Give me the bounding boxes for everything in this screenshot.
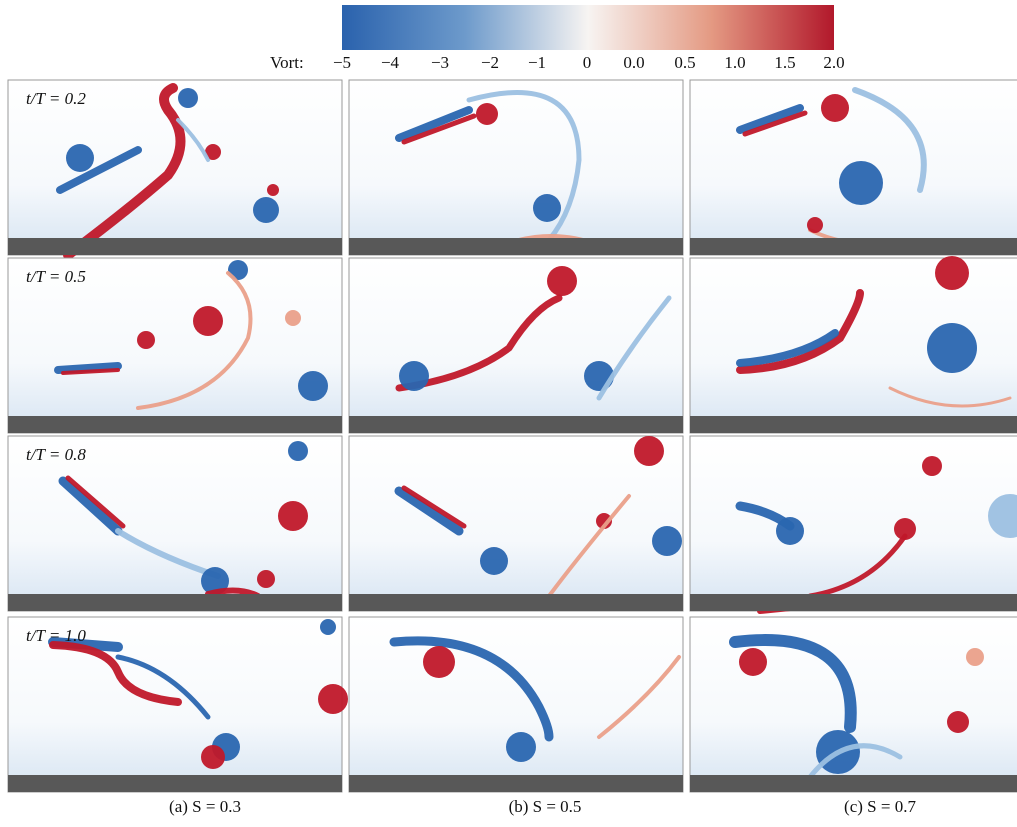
ground [349, 238, 683, 255]
colorbar-tick-label: 1.5 [774, 53, 795, 72]
vortex [257, 570, 275, 588]
vortex [137, 331, 155, 349]
colorbar-tick-label: −3 [431, 53, 449, 72]
vortex [267, 184, 279, 196]
colorbar-tick-label: 0 [583, 53, 592, 72]
row-label: t/T = 0.8 [26, 445, 86, 464]
colorbar-tick-label: 0.5 [674, 53, 695, 72]
column-caption: (a) S = 0.3 [169, 797, 241, 816]
panel: t/T = 0.8 [8, 436, 342, 611]
vortex [423, 646, 455, 678]
vortex [320, 619, 336, 635]
vortex [476, 103, 498, 125]
panel [690, 436, 1017, 611]
colorbar [342, 5, 834, 50]
panel-background [349, 80, 683, 255]
vortex [739, 648, 767, 676]
colorbar-tick-label: −2 [481, 53, 499, 72]
row-label: t/T = 0.2 [26, 89, 86, 108]
vortex [278, 501, 308, 531]
ground [349, 416, 683, 433]
ground [690, 775, 1017, 792]
vortex [66, 144, 94, 172]
vortex [298, 371, 328, 401]
vortex [947, 711, 969, 733]
vortex [547, 266, 577, 296]
vortex [935, 256, 969, 290]
ground [8, 775, 342, 792]
vortex [201, 745, 225, 769]
vortex [584, 361, 614, 391]
vortex [178, 88, 198, 108]
colorbar-tick-label: −5 [333, 53, 351, 72]
ground [8, 416, 342, 433]
panel: t/T = 0.5 [8, 258, 342, 433]
vortex [533, 194, 561, 222]
ground [690, 238, 1017, 255]
colorbar-tick-label: −1 [528, 53, 546, 72]
vortex [807, 217, 823, 233]
vortex [288, 441, 308, 461]
vortex [634, 436, 664, 466]
vortex [253, 197, 279, 223]
panel [690, 256, 1017, 433]
colorbar-tick-label: 1.0 [724, 53, 745, 72]
column-caption: (c) S = 0.7 [844, 797, 916, 816]
colorbar-tick-label: 0.0 [623, 53, 644, 72]
vortex [927, 323, 977, 373]
vortex [922, 456, 942, 476]
panel [690, 80, 1017, 255]
row-label: t/T = 1.0 [26, 626, 86, 645]
column-caption: (b) S = 0.5 [509, 797, 582, 816]
vortex [839, 161, 883, 205]
ground [690, 594, 1017, 611]
panel: t/T = 0.2 [8, 80, 342, 255]
panel [349, 258, 683, 433]
row-label: t/T = 0.5 [26, 267, 86, 286]
vortex [193, 306, 223, 336]
colorbar-label: Vort: [270, 53, 304, 72]
vortex [776, 517, 804, 545]
vortex [318, 684, 348, 714]
ground [690, 416, 1017, 433]
vortex [480, 547, 508, 575]
colorbar-tick-label: 2.0 [823, 53, 844, 72]
ground [349, 775, 683, 792]
vortex [821, 94, 849, 122]
ground [349, 594, 683, 611]
panel [349, 80, 683, 255]
vortex [652, 526, 682, 556]
panel [349, 436, 683, 611]
panel [349, 617, 683, 792]
vortex [506, 732, 536, 762]
vortex [966, 648, 984, 666]
ground [8, 238, 342, 255]
figure: Vort: −5 −4 −3 −2 −1 0 0.0 0.5 1.0 1.5 2.0 t/T = 0.… [0, 0, 1017, 822]
vortex [285, 310, 301, 326]
vortex [399, 361, 429, 391]
colorbar-tick-label: −4 [381, 53, 400, 72]
panel: t/T = 1.0 [8, 617, 348, 792]
panel-background [349, 436, 683, 611]
ground [8, 594, 342, 611]
panel [690, 617, 1017, 792]
panel-background [690, 436, 1017, 611]
